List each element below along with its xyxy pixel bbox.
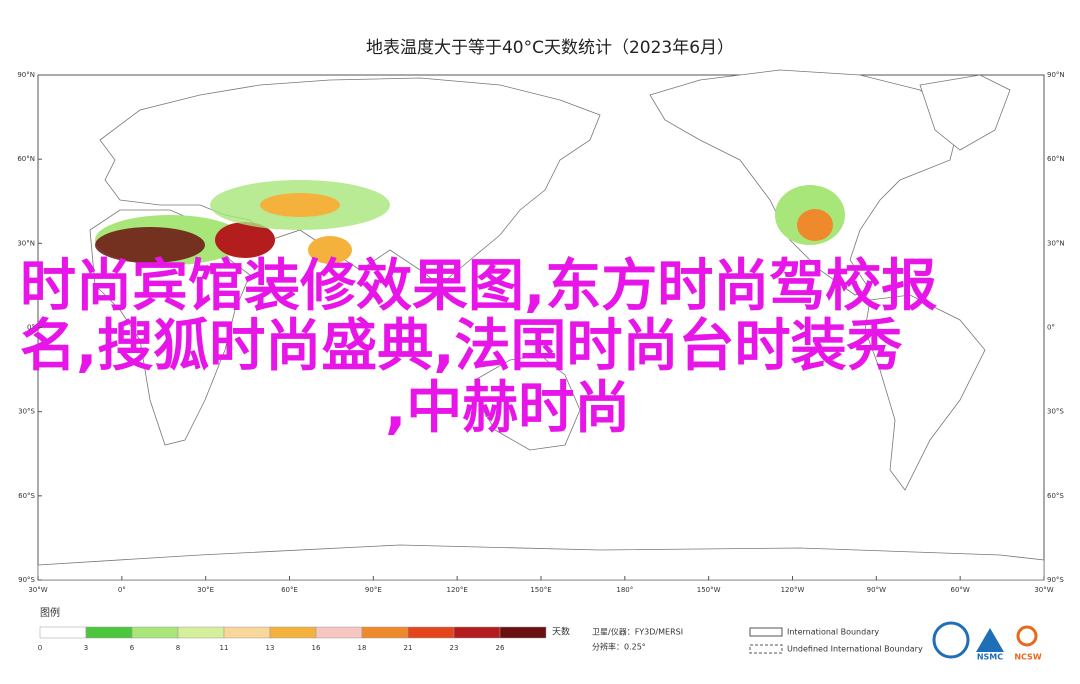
legend-swatch: [39, 626, 87, 639]
lon-label: 90°E: [365, 586, 382, 594]
legend-label: 0: [38, 644, 42, 652]
legend-swatch: [269, 626, 317, 639]
heat-area: [95, 227, 205, 263]
lat-label: 30°N: [17, 239, 35, 247]
lon-label: 120°E: [447, 586, 468, 594]
legend-label: 23: [450, 644, 459, 652]
logo-nsmc: [976, 628, 1004, 652]
heat-area: [215, 222, 275, 258]
legend-label: 26: [496, 644, 505, 652]
legend-label: 16: [312, 644, 321, 652]
heat-area: [260, 193, 340, 217]
legend-swatch: [361, 626, 409, 639]
legend-swatch: [407, 626, 455, 639]
lon-label: 30°W: [28, 586, 47, 594]
legend-swatch: [223, 626, 271, 639]
europe-asia: [99, 77, 601, 286]
lat-label: 60°S: [18, 492, 35, 500]
legend-label: 11: [220, 644, 229, 652]
legend-title: 图例: [40, 606, 60, 619]
boundary-swatch: [749, 644, 783, 654]
overlay-line: 名,搜狐时尚盛典,法国时尚台时装秀: [20, 314, 903, 379]
legend-label: 8: [176, 644, 180, 652]
heat-area: [797, 209, 833, 241]
lat-label: 0°: [27, 324, 35, 332]
lon-label: 30°W: [1034, 586, 1053, 594]
lat-label: 90°S: [1047, 576, 1064, 584]
overlay-text: 时尚宾馆装修效果图,东方时尚驾校报 名,搜狐时尚盛典,法国时尚台时装秀 ,中赫时…: [20, 254, 937, 441]
legend-label: 21: [404, 644, 413, 652]
lat-label: 30°N: [1047, 239, 1065, 247]
lat-label: 60°S: [1047, 492, 1064, 500]
lat-label: 30°S: [1047, 408, 1064, 416]
lon-label: 30°E: [197, 586, 214, 594]
logos: NSMC NCSW: [932, 621, 1042, 662]
overlay-line: ,中赫时尚: [385, 376, 630, 441]
legend-label: 13: [266, 644, 275, 652]
overlay-line: 时尚宾馆装修效果图,东方时尚驾校报: [20, 254, 937, 319]
australia: [474, 354, 581, 451]
legend-swatch: [315, 626, 363, 639]
lon-label: 90°W: [867, 586, 886, 594]
lat-label: 60°N: [17, 155, 35, 163]
lon-label: 60°E: [281, 586, 298, 594]
lat-label: 60°N: [1047, 155, 1065, 163]
legend-label: 3: [84, 644, 88, 652]
logo-text: NCSW: [1014, 653, 1041, 662]
legend-unit: 天数: [552, 626, 570, 638]
boundary-swatch: [749, 627, 783, 637]
legend-swatch: [131, 626, 179, 639]
legend-swatch: [85, 626, 133, 639]
boundary-label: Undefined International Boundary: [787, 645, 923, 654]
lat-label: 0°: [1047, 324, 1055, 332]
north-america: [649, 69, 961, 296]
lat-label: 30°S: [18, 408, 35, 416]
lon-label: 180°: [616, 586, 633, 594]
lon-label: 60°W: [950, 586, 969, 594]
map: [37, 69, 1045, 581]
satellite: 卫星/仪器：FY3D/MERSI: [592, 628, 683, 637]
legend-swatch: [177, 626, 225, 639]
greenland: [919, 74, 1011, 151]
legend-label: 6: [130, 644, 135, 652]
lat-label: 90°S: [18, 576, 35, 584]
title: 地表温度大于等于40°C天数统计（2023年6月）: [366, 38, 734, 58]
legend-swatch: [453, 626, 501, 639]
lon-label: 0°: [118, 586, 126, 594]
legend-label: 18: [358, 644, 367, 652]
logo-text: NSMC: [977, 653, 1003, 662]
logo-ncsw: [1016, 625, 1038, 647]
lat-label: 90°N: [17, 71, 35, 79]
south-america: [864, 294, 986, 491]
resolution: 分辨率：0.25°: [592, 642, 646, 652]
lon-label: 150°E: [530, 586, 551, 594]
boundary-legend: International Boundary Undefined Interna…: [749, 627, 923, 654]
logo-cma: [932, 621, 970, 659]
boundary-label: International Boundary: [787, 628, 879, 637]
legend-swatch: [499, 626, 547, 639]
lon-label: 120°W: [781, 586, 805, 594]
lat-label: 90°N: [1047, 71, 1065, 79]
heat-area: [308, 236, 352, 264]
heat-areas: [95, 180, 845, 265]
lon-label: 150°W: [697, 586, 721, 594]
